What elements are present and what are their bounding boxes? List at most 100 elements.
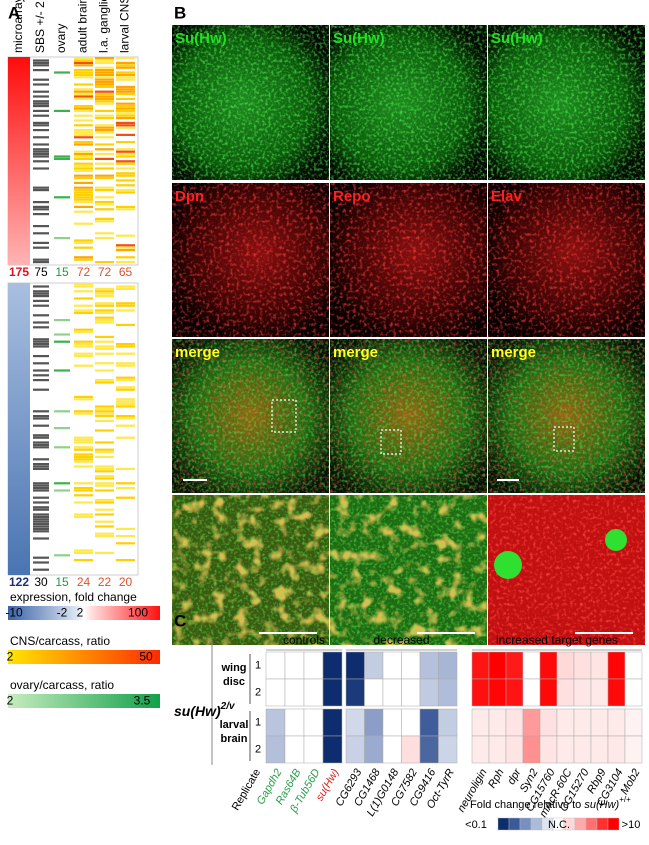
ratio-stripe (74, 441, 93, 444)
replicate-header: Replicate (230, 767, 263, 813)
column-header: adult brain (76, 0, 90, 53)
heat-cell (556, 651, 575, 680)
ratio-stripe (116, 482, 135, 485)
ratio-stripe (116, 160, 135, 163)
ratio-stripe (74, 59, 93, 62)
ratio-stripe (74, 186, 93, 189)
replicate-label: 1 (255, 716, 261, 728)
ratio-stripe (116, 309, 135, 312)
ratio-stripe (74, 153, 93, 156)
sbs-stripe (33, 321, 49, 324)
ratio-stripe (74, 109, 93, 112)
heat-cell (505, 735, 524, 764)
ovary-stripe (54, 369, 70, 372)
ratio-stripe (95, 525, 114, 528)
ratio-stripe (95, 117, 114, 120)
sbs-stripe (33, 506, 49, 509)
ratio-stripe (74, 196, 93, 199)
legend-title-sup: +/+ (619, 795, 631, 804)
legend-label: 50 (139, 650, 153, 664)
heat-cell (322, 735, 343, 764)
channel-label: Elav (491, 188, 523, 205)
ratio-stripe (116, 496, 135, 499)
zoom-box (271, 399, 297, 433)
channel-label: Su(Hw) (333, 30, 385, 47)
ratio-stripe (116, 364, 135, 367)
sbs-stripe (33, 530, 49, 533)
sbs-stripe (33, 109, 49, 112)
ratio-stripe (74, 283, 93, 286)
scale-label: <0.1 (465, 819, 487, 831)
heat-cell (419, 651, 439, 680)
ratio-stripe (74, 88, 93, 91)
ratio-stripe (95, 551, 114, 554)
ratio-stripe (95, 429, 114, 432)
ratio-stripe (74, 71, 93, 74)
ratio-stripe (95, 261, 114, 264)
heat-cell (573, 651, 592, 680)
ratio-stripe (116, 244, 135, 247)
ratio-stripe (116, 174, 135, 177)
ratio-stripe (116, 179, 135, 182)
column-header: ovary (54, 24, 68, 53)
cell-blob (605, 529, 627, 551)
heat-cell (522, 735, 541, 764)
channel-label: merge (175, 344, 220, 361)
legend-label: -2 (57, 606, 68, 620)
ratio-stripe (116, 172, 135, 175)
ratio-stripe (74, 460, 93, 463)
heat-cell (303, 678, 324, 707)
ratio-stripe (74, 494, 93, 497)
ratio-stripe (95, 508, 114, 511)
ratio-stripe (116, 424, 135, 427)
heat-cell (322, 678, 343, 707)
replicate-label: 2 (255, 743, 261, 755)
ovary-stripe (54, 489, 70, 492)
heat-cell (522, 651, 541, 680)
ovary-stripe (54, 109, 70, 112)
micrograph-texture (488, 25, 645, 180)
ratio-stripe (95, 501, 114, 504)
heat-cell (401, 678, 421, 707)
ratio-stripe (74, 465, 93, 468)
ratio-stripe (74, 515, 93, 518)
heat-cell (265, 735, 286, 764)
count-label: 122 (9, 575, 29, 589)
group-header: increased target genes (496, 633, 618, 647)
ratio-stripe (95, 114, 114, 117)
ratio-stripe (74, 309, 93, 312)
ratio-stripe (95, 69, 114, 72)
sbs-stripe (33, 102, 49, 105)
ratio-stripe (74, 328, 93, 331)
ratio-stripe (95, 220, 114, 223)
sbs-stripe (33, 299, 49, 302)
ratio-stripe (116, 73, 135, 76)
ratio-stripe (116, 184, 135, 187)
ratio-stripe (74, 61, 93, 64)
ovary-stripe (54, 340, 70, 343)
ratio-stripe (116, 467, 135, 470)
ratio-stripe (95, 467, 114, 470)
ratio-stripe (74, 97, 93, 100)
ratio-stripe (74, 398, 93, 401)
ratio-stripe (116, 362, 135, 365)
ratio-stripe (95, 410, 114, 413)
sbs-stripe (33, 105, 49, 108)
ratio-stripe (95, 174, 114, 177)
sbs-stripe (33, 167, 49, 170)
ratio-stripe (74, 246, 93, 249)
ratio-stripe (95, 369, 114, 372)
ratio-stripe (95, 295, 114, 298)
ovary-stripe (54, 446, 70, 449)
micrograph-texture (330, 183, 487, 337)
ratio-stripe (74, 513, 93, 516)
heat-cell (488, 708, 507, 737)
heat-cell (364, 708, 384, 737)
heat-cell (419, 678, 439, 707)
heat-cell (284, 678, 305, 707)
ratio-stripe (116, 379, 135, 382)
ratio-stripe (116, 141, 135, 144)
ratio-stripe (95, 73, 114, 76)
ratio-stripe (116, 234, 135, 237)
sbs-stripe (33, 525, 49, 528)
